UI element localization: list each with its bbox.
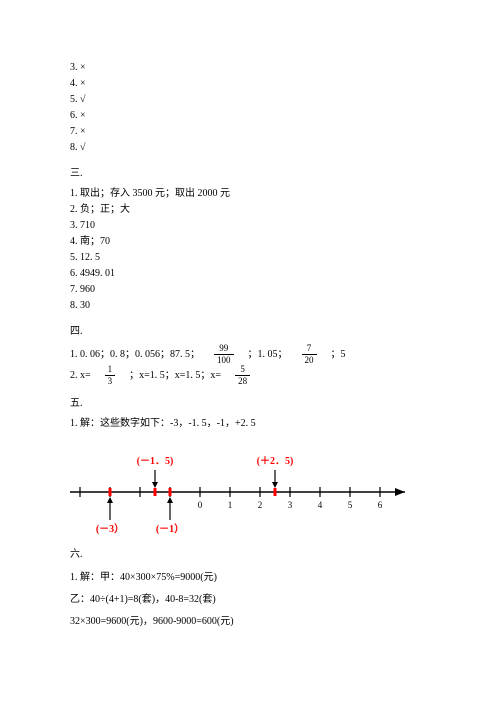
s6-l1: 1. 解：甲：40×300×75%=9000(元): [70, 567, 430, 589]
svg-text:5: 5: [348, 500, 353, 510]
section-4-head: 四.: [70, 324, 430, 340]
svg-text:1: 1: [228, 500, 233, 510]
svg-text:0: 0: [198, 500, 203, 510]
s3-l8: 8. 30: [70, 298, 430, 314]
tf-v: ×: [80, 126, 86, 137]
svg-text:(＋2．5): (＋2．5): [257, 455, 294, 467]
s3-l7: 7. 960: [70, 282, 430, 298]
s3-l2: 2. 负；正；大: [70, 202, 430, 218]
tf-v: √: [80, 94, 86, 105]
svg-text:(－1）: (－1）: [156, 522, 184, 535]
s4-line2: 2. x=13；x=1. 5；x=1. 5；x=528: [70, 365, 430, 386]
number-line-diagram: 0 1 2 3 4 5 6 (－3） (－1．5) (－1） (＋2．5): [60, 442, 440, 537]
s6-l3: 32×300=9600(元)，9600-9000=600(元): [70, 611, 430, 633]
section-3-body: 1. 取出；存入 3500 元；取出 2000 元 2. 负；正；大 3. 71…: [70, 186, 430, 314]
s5-l1: 1. 解：这些数字如下：-3，-1. 5，-1，+2. 5: [70, 416, 430, 432]
tf-list: 3. × 4. × 5. √ 6. × 7. × 8. √: [70, 60, 430, 156]
tf-n: 5.: [70, 94, 78, 105]
svg-text:4: 4: [318, 500, 323, 510]
tf-v: ×: [80, 110, 86, 121]
tf-n: 7.: [70, 126, 78, 137]
section-4-body: 1. 0. 06；0. 8；0. 056；87. 5；99100；1. 05；7…: [70, 344, 430, 386]
fraction: 99100: [214, 344, 234, 365]
svg-text:2: 2: [258, 500, 263, 510]
tf-v: ×: [80, 78, 86, 89]
svg-text:3: 3: [288, 500, 293, 510]
tf-n: 6.: [70, 110, 78, 121]
section-6-head: 六.: [70, 547, 430, 563]
svg-text:6: 6: [378, 500, 383, 510]
tf-n: 4.: [70, 78, 78, 89]
s6-l2: 乙：40÷(4+1)=8(套)，40-8=32(套): [70, 589, 430, 611]
fraction: 13: [105, 365, 116, 386]
s4-line1: 1. 0. 06；0. 8；0. 056；87. 5；99100；1. 05；7…: [70, 344, 430, 365]
svg-text:(－1．5): (－1．5): [137, 456, 174, 467]
fraction: 720: [302, 344, 317, 365]
section-5-head: 五.: [70, 396, 430, 412]
tf-n: 8.: [70, 142, 78, 153]
s3-l6: 6. 4949. 01: [70, 266, 430, 282]
section-3-head: 三.: [70, 166, 430, 182]
tf-v: ×: [80, 62, 86, 73]
s3-l3: 3. 710: [70, 218, 430, 234]
section-6-body: 1. 解：甲：40×300×75%=9000(元) 乙：40÷(4+1)=8(套…: [70, 567, 430, 633]
svg-text:(－3）: (－3）: [96, 522, 124, 535]
s3-l1: 1. 取出；存入 3500 元；取出 2000 元: [70, 186, 430, 202]
tf-v: √: [80, 142, 86, 153]
fraction: 528: [235, 365, 250, 386]
tf-n: 3.: [70, 62, 78, 73]
s3-l5: 5. 12. 5: [70, 250, 430, 266]
s3-l4: 4. 南；70: [70, 234, 430, 250]
